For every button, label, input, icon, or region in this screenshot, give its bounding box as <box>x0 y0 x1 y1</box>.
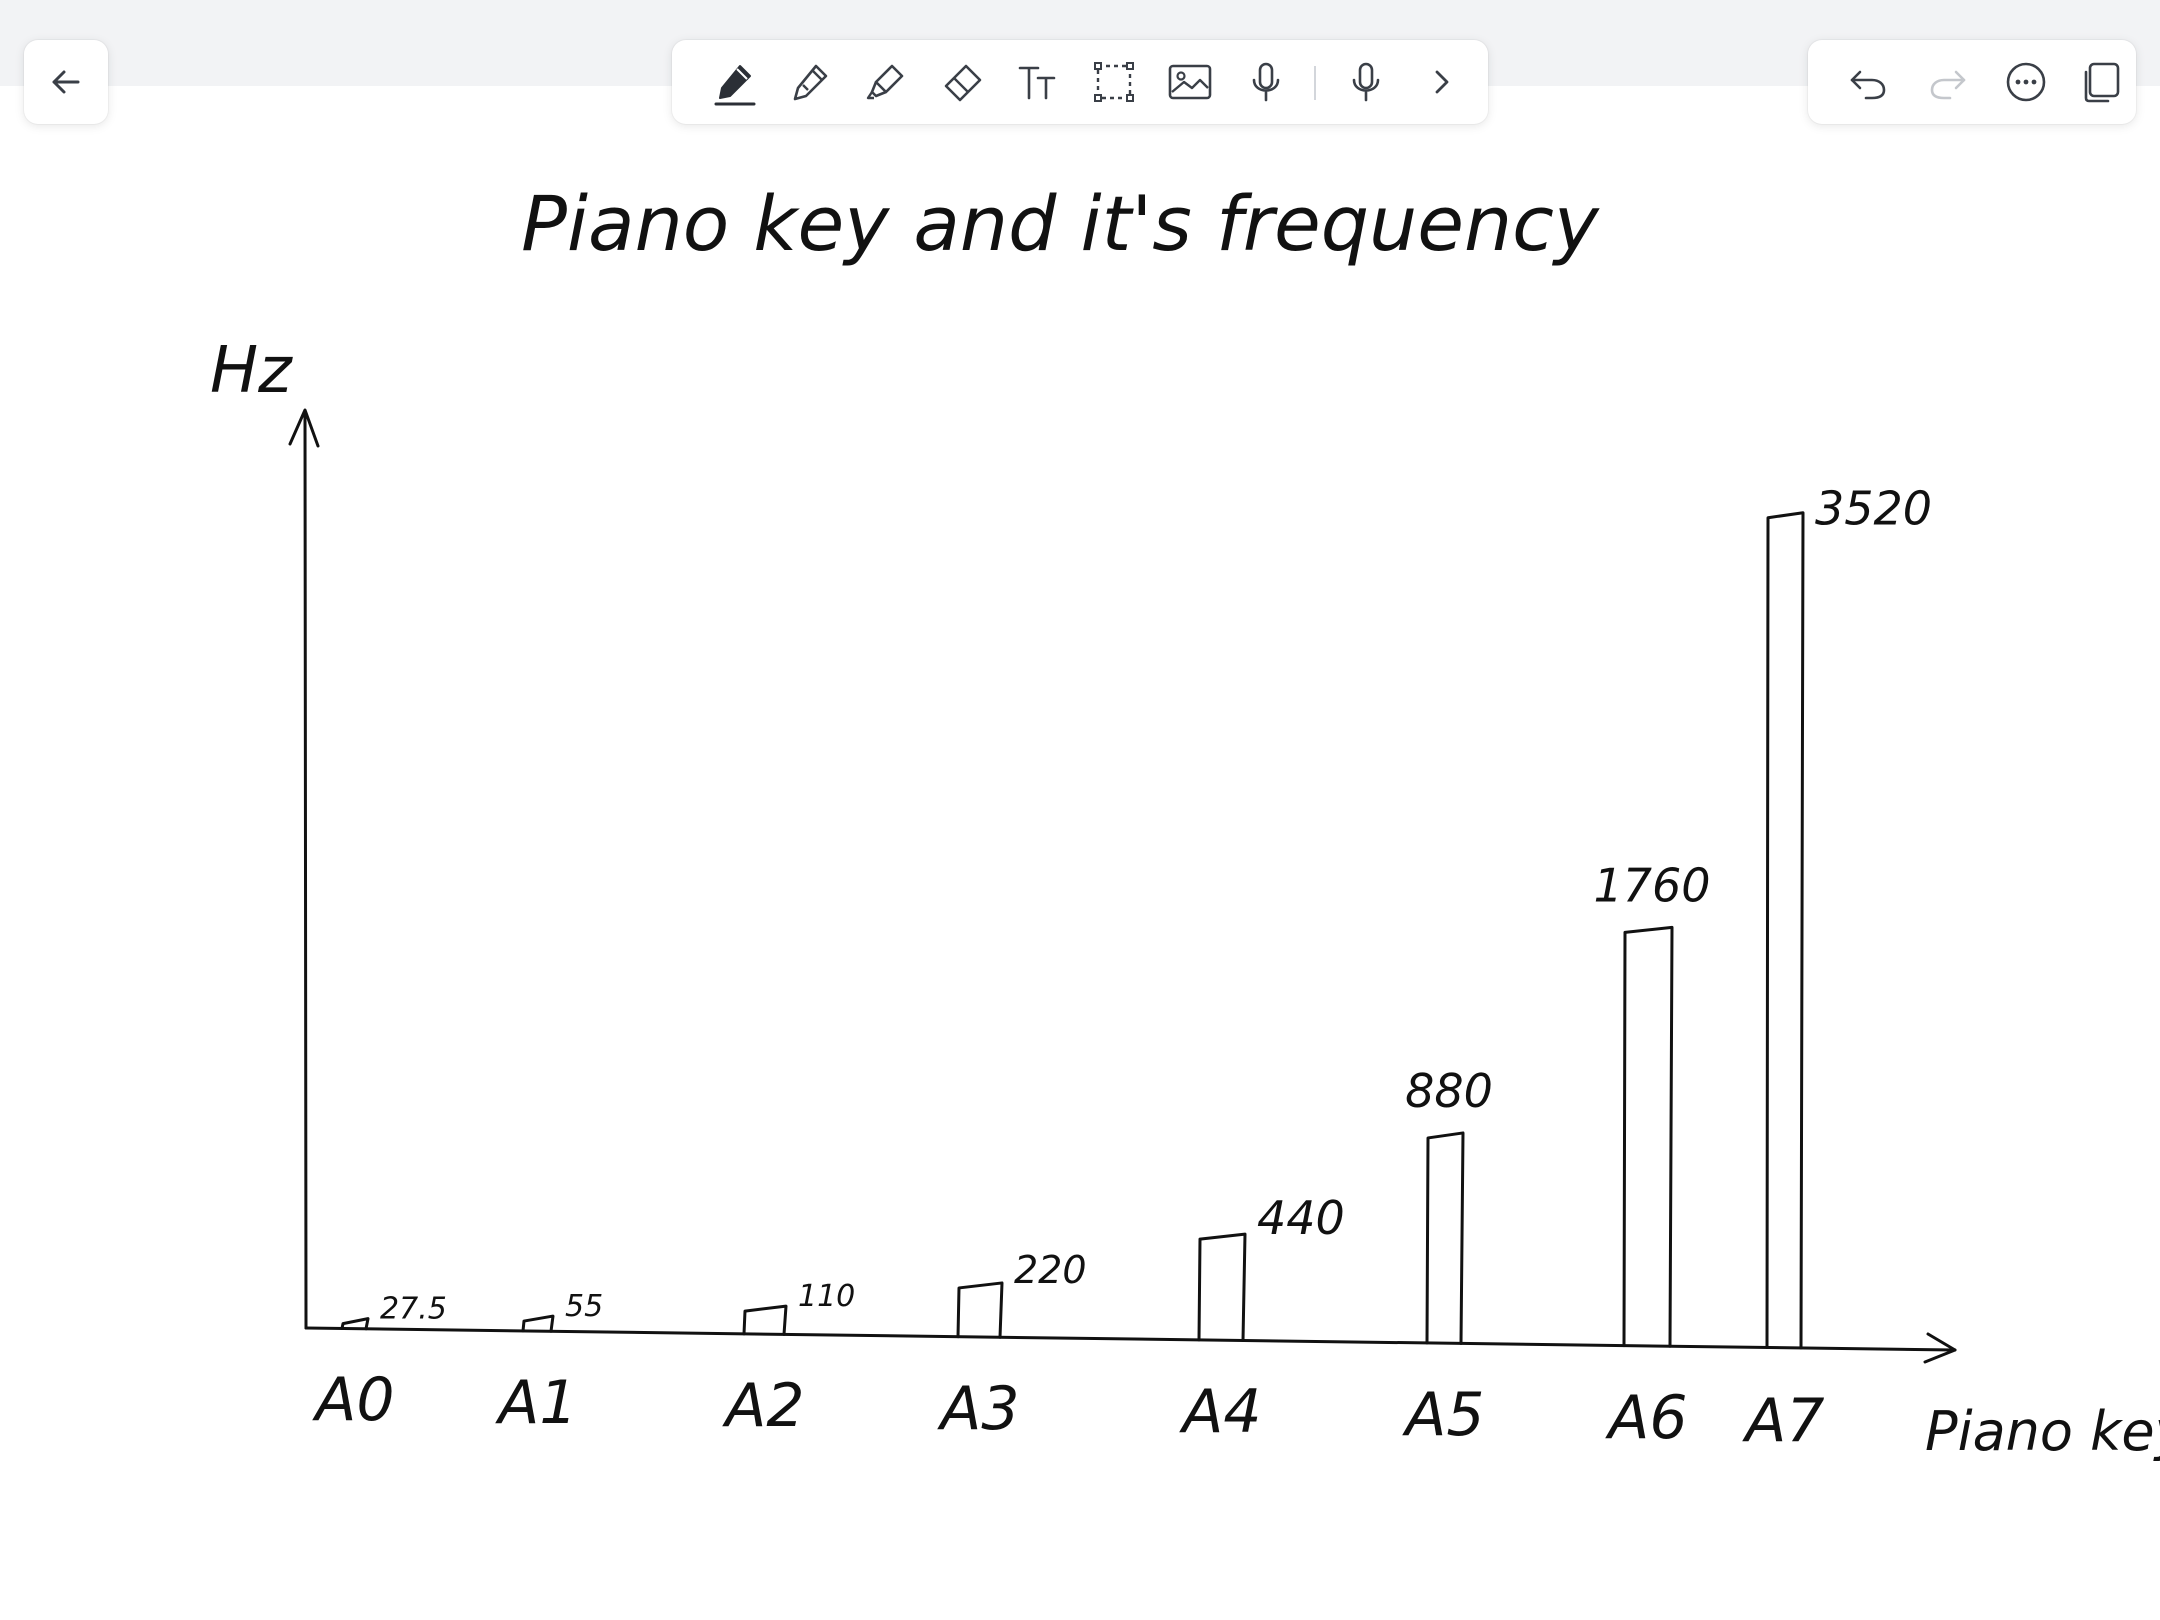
bar-a2 <box>742 1304 788 1336</box>
bar-a7 <box>1765 511 1805 1350</box>
data-label-a3: 220 <box>1014 1248 1087 1292</box>
y-axis-arrowhead <box>288 408 320 448</box>
data-label-a5: 880 <box>1405 1064 1493 1118</box>
more-tools-button[interactable] <box>1410 50 1474 114</box>
data-label-a2: 110 <box>798 1279 855 1314</box>
bar-a6 <box>1622 925 1674 1348</box>
data-label-a7: 3520 <box>1815 482 1932 536</box>
text-tool-button[interactable] <box>1006 50 1070 114</box>
back-toolbar <box>24 40 108 124</box>
bar-a3 <box>956 1281 1004 1339</box>
eraser-tool-button[interactable] <box>930 50 994 114</box>
x-axis-label: Piano key <box>1925 1400 2160 1463</box>
bars-layer: 27.5 A0 55 A1 110 A2 220 A3 440 A4 880 A5 1760 A6 3520… <box>311 482 1932 1456</box>
more-options-button[interactable] <box>1994 50 2058 114</box>
redo-icon <box>1930 70 1966 100</box>
undo-icon <box>1850 70 1886 100</box>
data-label-a6: 1760 <box>1593 858 1710 912</box>
y-axis <box>303 410 308 1330</box>
data-label-a4: 440 <box>1257 1191 1345 1245</box>
toolbar-separator <box>1314 66 1316 100</box>
x-tick-a5: A5 <box>1401 1380 1484 1450</box>
x-tick-a6: A6 <box>1604 1383 1687 1453</box>
x-tick-a0: A0 <box>311 1365 394 1435</box>
bar-a4 <box>1197 1232 1247 1343</box>
x-tick-a3: A3 <box>936 1374 1019 1444</box>
data-label-a0: 27.5 <box>380 1292 447 1327</box>
x-tick-a1: A1 <box>494 1368 577 1438</box>
x-tick-a7: A7 <box>1741 1386 1824 1456</box>
actions-toolbar <box>1808 40 2136 124</box>
record-button-2[interactable] <box>1334 50 1398 114</box>
chart-title: Piano key and it's frequency <box>521 179 1600 268</box>
lasso-select-icon <box>1094 62 1134 102</box>
x-tick-a2: A2 <box>721 1371 804 1441</box>
bar-a0 <box>340 1317 370 1331</box>
pencil-icon <box>793 64 828 101</box>
x-axis <box>304 1326 1957 1352</box>
back-button[interactable] <box>34 50 98 114</box>
copy-icon <box>2084 62 2120 103</box>
image-icon <box>1168 64 1212 100</box>
pen-icon <box>714 65 756 106</box>
bar-a5 <box>1425 1131 1465 1345</box>
data-label-a1: 55 <box>565 1289 603 1324</box>
copy-page-button[interactable] <box>2068 50 2132 114</box>
image-tool-button[interactable] <box>1158 50 1222 114</box>
undo-button[interactable] <box>1836 50 1900 114</box>
x-tick-a4: A4 <box>1178 1377 1261 1447</box>
pencil-tool-button[interactable] <box>778 50 842 114</box>
highlighter-icon <box>866 64 904 100</box>
pen-tool-button[interactable] <box>702 50 766 114</box>
tools-toolbar <box>672 40 1488 124</box>
x-axis-arrowhead <box>1923 1332 1957 1364</box>
more-icon <box>2006 62 2046 102</box>
chevron-right-icon <box>1435 70 1449 94</box>
record-button[interactable] <box>1234 50 1298 114</box>
highlighter-tool-button[interactable] <box>854 50 918 114</box>
y-axis-label: Hz <box>210 334 293 408</box>
microphone-icon <box>1352 62 1380 102</box>
microphone-icon <box>1252 62 1280 102</box>
arrow-left-icon <box>52 70 80 94</box>
eraser-icon <box>944 64 982 102</box>
lasso-tool-button[interactable] <box>1082 50 1146 114</box>
redo-button[interactable] <box>1916 50 1980 114</box>
text-icon <box>1018 66 1056 100</box>
bar-a1 <box>521 1314 555 1333</box>
